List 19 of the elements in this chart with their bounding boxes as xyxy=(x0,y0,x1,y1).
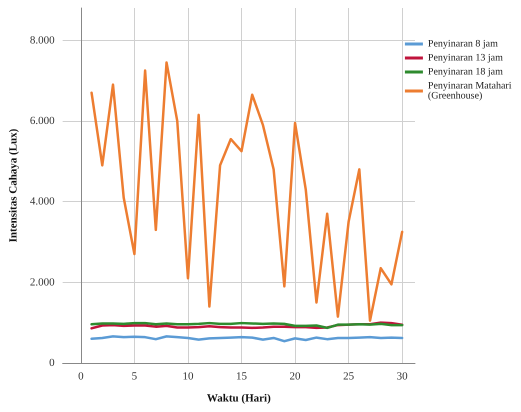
y-axis-title: Intensitas Cahaya (Lux) xyxy=(8,128,20,242)
x-tick-label: 5 xyxy=(132,370,138,382)
x-axis-title: Waktu (Hari) xyxy=(206,392,272,404)
y-tick-label: 8.000 xyxy=(30,34,56,46)
x-tick-label: 20 xyxy=(290,370,302,382)
line-series xyxy=(90,61,404,322)
y-tick-label: 0 xyxy=(49,357,56,369)
legend-label: Penyinaran Matahari (Greenhouse) xyxy=(428,80,514,102)
x-tick-label: 0 xyxy=(78,370,84,382)
x-tick-label: 25 xyxy=(343,370,355,382)
y-tick-label: 6.000 xyxy=(30,114,56,127)
y-tick-label: 2.000 xyxy=(30,276,56,288)
legend-label: Penyinaran 8 jam xyxy=(428,38,498,50)
x-tick-label: 30 xyxy=(396,370,408,382)
x-tick-label: 10 xyxy=(182,370,194,382)
legend-label: Penyinaran 13 jam xyxy=(428,52,504,64)
legend-label: Penyinaran 18 jam xyxy=(428,66,504,78)
y-tick-label: 4.000 xyxy=(30,196,56,208)
x-tick-label: 15 xyxy=(236,370,248,382)
